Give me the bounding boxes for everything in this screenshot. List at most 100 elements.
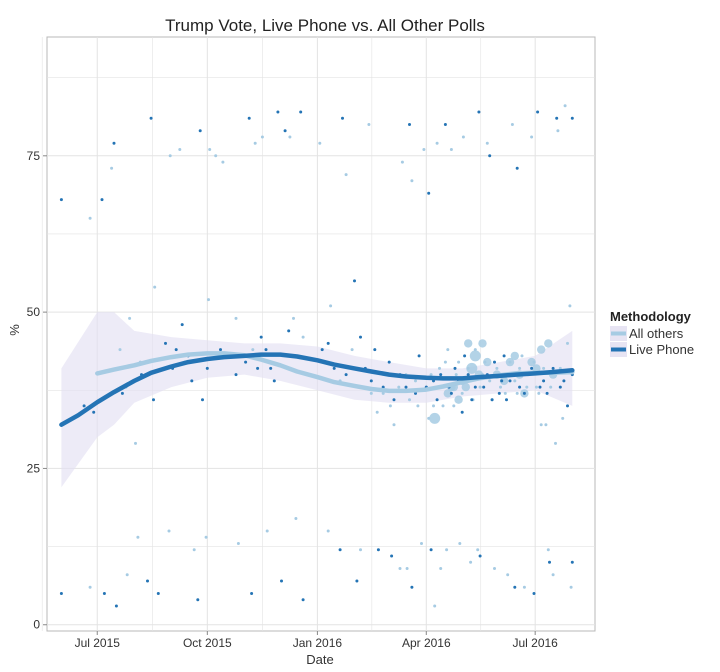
grid-lines	[41, 37, 595, 631]
all-others-point	[546, 548, 550, 552]
live-phone-point	[488, 154, 492, 158]
all-others-point	[329, 304, 333, 308]
live-phone-point	[555, 116, 559, 120]
all-others-point	[400, 160, 404, 164]
all-others-point	[534, 385, 538, 389]
all-others-point	[416, 404, 420, 408]
live-phone-point	[180, 323, 184, 327]
live-phone-point	[558, 385, 562, 389]
all-others-point	[292, 316, 295, 320]
all-others-point	[318, 141, 322, 145]
all-others-point	[561, 416, 565, 420]
all-others-point	[234, 316, 238, 320]
all-others-point	[446, 348, 450, 352]
all-others-point	[469, 560, 473, 564]
all-others-point	[439, 567, 443, 570]
live-phone-point	[453, 366, 457, 370]
live-phone-point	[283, 129, 287, 133]
live-phone-point	[478, 554, 482, 558]
all-others-point	[253, 141, 257, 145]
live-phone-point	[353, 279, 356, 283]
live-phone-point	[259, 335, 263, 339]
live-phone-point	[272, 379, 276, 383]
live-phone-point	[502, 354, 506, 358]
live-phone-point	[513, 585, 517, 589]
y-tick-label: 0	[33, 618, 40, 632]
all-others-point	[457, 360, 461, 364]
all-others-point	[128, 316, 132, 320]
live-phone-point	[562, 379, 566, 383]
live-phone-point	[532, 592, 536, 595]
all-others-point	[443, 360, 447, 364]
all-others-point	[414, 379, 417, 383]
live-phone-point	[205, 366, 209, 370]
live-phone-point	[508, 379, 512, 383]
all-others-point	[288, 135, 292, 139]
all-others-point	[134, 441, 137, 445]
all-others-point	[433, 604, 437, 608]
live-phone-point	[417, 354, 421, 358]
live-phone-point	[429, 548, 433, 552]
x-tick-label: Apr 2016	[402, 636, 451, 650]
x-tick-label: Jul 2016	[512, 636, 558, 650]
live-phone-point	[164, 341, 167, 345]
all-others-point	[326, 529, 330, 533]
live-phone-point	[326, 341, 330, 345]
all-others-point	[476, 548, 480, 552]
all-others-point	[544, 423, 548, 427]
all-others-point	[405, 567, 409, 570]
all-others-point	[367, 123, 371, 126]
live-phone-point	[198, 129, 202, 133]
all-others-point	[473, 348, 477, 352]
all-others-point	[88, 585, 92, 589]
live-phone-point	[522, 391, 526, 395]
all-others-point	[568, 304, 572, 308]
chart-title: Trump Vote, Live Phone vs. All Other Pol…	[165, 16, 485, 35]
all-others-point	[153, 285, 157, 289]
all-others-point	[435, 141, 439, 145]
live-phone-point	[387, 360, 391, 364]
all-others-point	[344, 173, 348, 177]
all-others-point	[454, 395, 463, 404]
all-others-point	[110, 166, 114, 170]
axis-ticks: Jul 2015 Oct 2015 Jan 2016 Apr 2016 Jul 2016…	[27, 149, 559, 650]
all-others-point	[88, 216, 92, 220]
y-tick-label: 50	[27, 305, 41, 319]
live-phone-point	[369, 379, 373, 383]
live-phone-point	[264, 348, 268, 352]
live-phone-point	[482, 385, 486, 389]
live-phone-point	[250, 592, 254, 595]
all-others-point	[398, 567, 402, 570]
live-phone-point	[338, 548, 342, 552]
live-phone-point	[390, 554, 394, 558]
live-phone-point	[515, 166, 519, 170]
live-phone-point	[174, 348, 178, 352]
all-others-point	[429, 412, 441, 424]
all-others-point	[503, 391, 507, 395]
all-others-point	[461, 382, 470, 392]
all-others-point	[520, 354, 524, 358]
all-others-point	[488, 379, 492, 383]
live-phone-point	[473, 385, 477, 389]
all-others-point	[445, 548, 449, 552]
all-others-point	[408, 398, 411, 402]
live-phone-point	[120, 391, 124, 395]
all-others-point	[168, 154, 172, 158]
live-phone-point	[114, 604, 118, 608]
live-phone-point	[156, 592, 160, 595]
live-phone-point	[414, 391, 417, 395]
all-others-point	[192, 548, 196, 552]
live-phone-point	[518, 385, 522, 389]
all-others-point	[452, 404, 456, 408]
live-phone-point	[152, 398, 155, 402]
all-others-point	[566, 341, 569, 345]
live-phone-point	[201, 398, 204, 402]
x-axis-label: Date	[306, 652, 333, 667]
live-phone-point	[219, 348, 222, 352]
all-others-point	[505, 357, 515, 367]
all-others-point	[260, 135, 264, 139]
legend-label-live-phone: Live Phone	[629, 342, 694, 357]
all-others-point	[556, 129, 560, 133]
all-others-point	[265, 529, 269, 533]
all-others-point	[478, 385, 482, 389]
